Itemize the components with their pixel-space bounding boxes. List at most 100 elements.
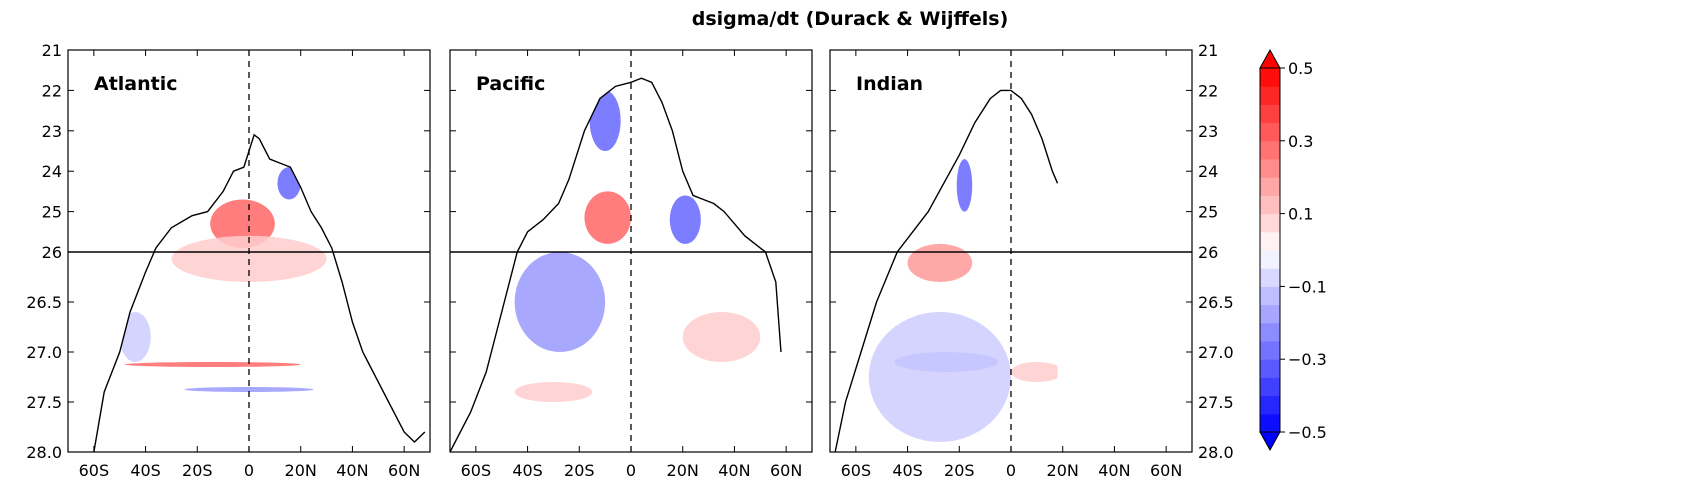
y-tick-label: 22	[1198, 81, 1218, 100]
colorbar-segment	[1260, 377, 1280, 397]
y-tick-label: 27.0	[1198, 343, 1234, 362]
colorbar-segment	[1260, 250, 1280, 269]
panel-indian: Indian 60S 40S 20S 0 20N 40N 60N	[829, 49, 1193, 480]
panel-label: Indian	[856, 73, 923, 95]
panel-label: Pacific	[476, 73, 545, 95]
y-tick-label: 28.0	[1198, 443, 1234, 462]
panel-label: Atlantic	[94, 73, 178, 95]
x-tick-label: 40S	[892, 461, 923, 480]
atlantic-negative-anomaly-5	[184, 387, 314, 392]
y-tick-label: 28.0	[26, 443, 62, 462]
colorbar-segment	[1260, 104, 1280, 124]
panel-field	[119, 167, 327, 392]
y-tick-label: 23	[1198, 122, 1218, 141]
atlantic-negative-anomaly-2	[277, 167, 301, 200]
colorbar-segment	[1260, 268, 1280, 287]
x-tick-label: 60N	[770, 461, 802, 480]
y-tick-label: 26	[1198, 243, 1218, 262]
colorbar-segment	[1260, 359, 1280, 378]
y-tick-label: 25	[42, 203, 62, 222]
colorbar-frame	[1259, 67, 1281, 433]
colorbar-segment	[1260, 304, 1280, 324]
x-tick-label: 20N	[285, 461, 317, 480]
colorbar-segment	[1260, 122, 1280, 142]
colorbar-tick-label: −0.5	[1288, 423, 1327, 442]
colorbar-segment	[1260, 68, 1280, 87]
panel-field	[514, 90, 761, 402]
colorbar-tick-label: 0.1	[1288, 205, 1313, 224]
panels: Atlantic 60S 40S 20S 0 20N 40N 60N Pacific 60S 40S…	[26, 41, 1233, 480]
x-tick-label: 0	[626, 461, 636, 480]
pacific-negative-anomaly-1	[669, 195, 701, 244]
indian-positive-anomaly-3	[1011, 362, 1058, 382]
colorbar-segment	[1260, 341, 1280, 360]
pacific-positive-anomaly-4	[682, 312, 761, 362]
x-tick-label: 60S	[79, 461, 110, 480]
y-tick-label: 27.0	[26, 343, 62, 362]
indian-negative-anomaly-4	[868, 312, 1012, 442]
x-tick-label: 40S	[130, 461, 161, 480]
panel-atlantic: Atlantic 60S 40S 20S 0 20N 40N 60N	[67, 49, 431, 480]
y-tick-label: 21	[1198, 41, 1218, 60]
pacific-negative-anomaly-3	[514, 252, 606, 352]
colorbar-segment	[1260, 322, 1280, 342]
panel-field	[868, 159, 1058, 442]
indian-negative-anomaly-0	[956, 159, 973, 212]
colorbar-segment	[1260, 177, 1280, 196]
x-tick-label: 20S	[564, 461, 595, 480]
colorbar-segment	[1260, 213, 1280, 233]
y-tick-label: 27.5	[1198, 393, 1234, 412]
figure-title: dsigma/dt (Durack & Wijffels)	[692, 8, 1009, 30]
x-tick-label: 20S	[944, 461, 975, 480]
atlantic-positive-anomaly-4	[124, 362, 301, 367]
colorbar-tick-label: −0.3	[1288, 350, 1327, 369]
y-tick-label: 24	[42, 162, 62, 181]
x-tick-label: 60S	[461, 461, 492, 480]
colorbar-segment	[1260, 140, 1280, 160]
panel-pacific: Pacific 60S 40S 20S 0 20N 40N 60N	[449, 49, 813, 480]
x-tick-label: 40S	[512, 461, 543, 480]
y-tick-label: 26.5	[26, 293, 62, 312]
colorbar-extend-min	[1259, 431, 1281, 452]
colorbar: 0.5 0.3 0.1 −0.1 −0.3 −0.5	[1259, 48, 1327, 452]
colorbar-extend-max	[1259, 48, 1281, 69]
y-tick-label: 23	[42, 122, 62, 141]
colorbar-segment	[1260, 395, 1280, 415]
x-tick-label: 60N	[388, 461, 420, 480]
colorbar-segment	[1260, 195, 1280, 215]
x-tick-label: 60N	[1150, 461, 1182, 480]
x-tick-label: 60S	[841, 461, 872, 480]
colorbar-tick-label: 0.5	[1288, 59, 1313, 78]
pacific-positive-anomaly-2	[584, 191, 631, 244]
y-tick-label: 25	[1198, 203, 1218, 222]
y-tick-label: 26	[42, 243, 62, 262]
pacific-positive-anomaly-5	[514, 382, 593, 402]
x-tick-label: 20S	[182, 461, 213, 480]
y-tick-label: 24	[1198, 162, 1218, 181]
y-tick-label: 22	[42, 81, 62, 100]
colorbar-segment	[1260, 413, 1280, 433]
x-tick-label: 40N	[336, 461, 368, 480]
colorbar-segment	[1260, 286, 1280, 306]
x-tick-label: 20N	[1047, 461, 1079, 480]
colorbar-tick-label: 0.3	[1288, 132, 1313, 151]
atlantic-positive-anomaly-0	[210, 199, 275, 248]
y-tick-label: 27.5	[26, 393, 62, 412]
atlantic-negative-anomaly-3	[119, 312, 151, 362]
indian-positive-anomaly-1	[907, 243, 973, 282]
pacific-negative-anomaly-0	[589, 90, 621, 151]
x-tick-label: 20N	[667, 461, 699, 480]
y-tick-label: 21	[42, 41, 62, 60]
colorbar-segment	[1260, 86, 1280, 105]
colorbar-tick-label: −0.1	[1288, 277, 1327, 296]
colorbar-segment	[1260, 159, 1280, 178]
outcrop-line	[449, 77, 782, 453]
colorbar-segment	[1260, 231, 1280, 251]
atlantic-positive-anomaly-1	[171, 235, 327, 282]
outcrop-line	[834, 89, 1059, 453]
x-tick-label: 40N	[718, 461, 750, 480]
y-tick-label: 26.5	[1198, 293, 1234, 312]
x-tick-label: 0	[1006, 461, 1016, 480]
x-tick-label: 40N	[1098, 461, 1130, 480]
